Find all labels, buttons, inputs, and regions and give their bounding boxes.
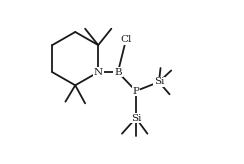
Text: P: P — [132, 87, 139, 95]
Text: Si: Si — [131, 114, 141, 123]
Text: Si: Si — [154, 78, 164, 86]
Text: N: N — [94, 68, 103, 77]
Text: B: B — [114, 68, 122, 77]
Text: Cl: Cl — [120, 35, 132, 44]
